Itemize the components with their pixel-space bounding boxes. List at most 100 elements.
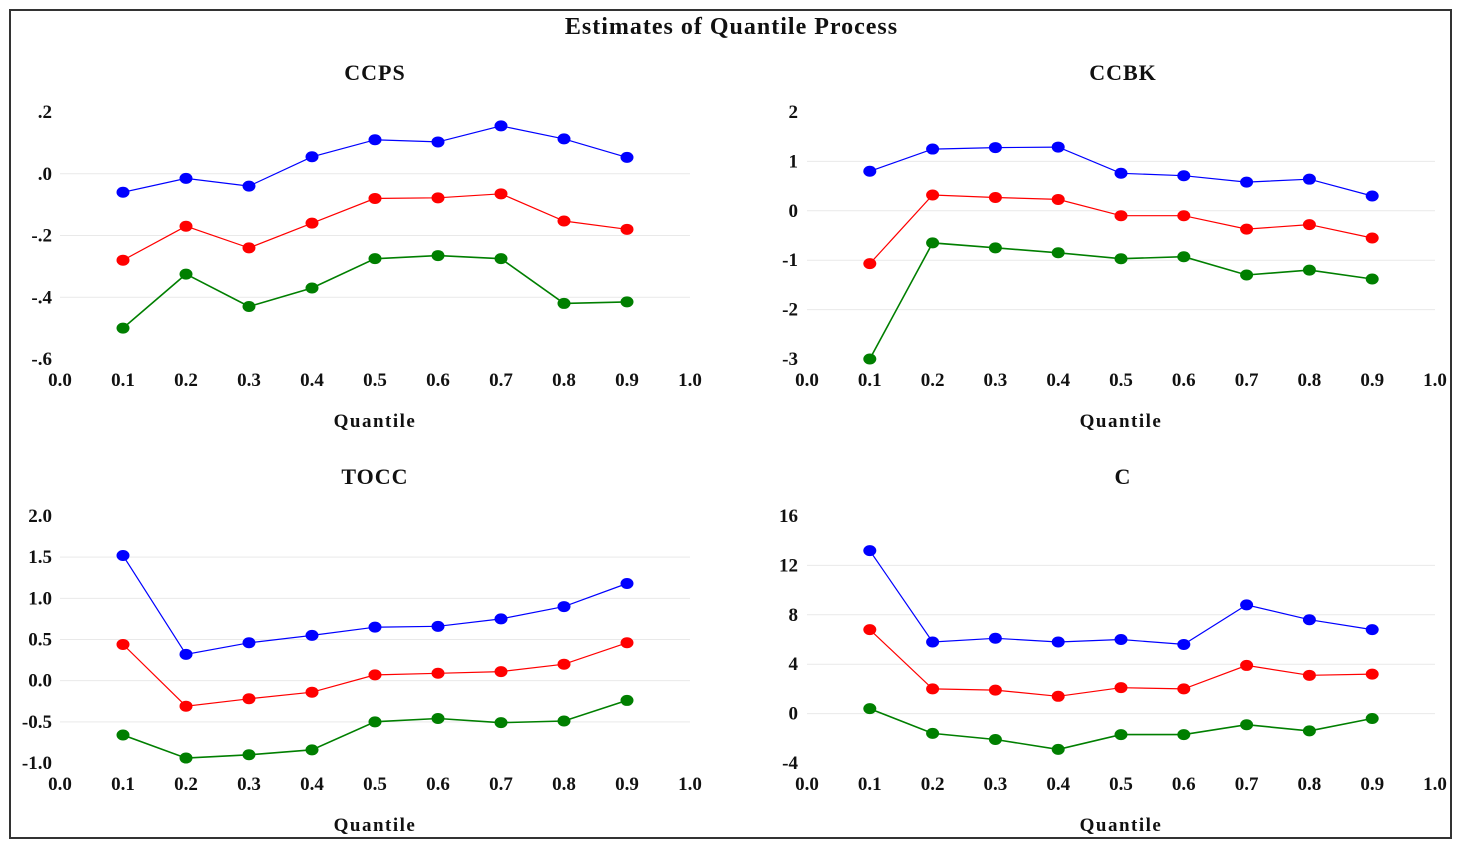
data-point-upper [926, 636, 940, 648]
data-point-lower [305, 744, 319, 756]
y-tick-label: 2 [789, 102, 799, 123]
series-line-upper [869, 550, 1373, 646]
x-tick-label: 0.0 [48, 774, 72, 795]
x-tick-label: 0.7 [1235, 774, 1259, 795]
data-point-upper [1365, 624, 1379, 636]
y-tick-label: 12 [779, 555, 798, 576]
y-tick-label: -1 [782, 250, 798, 271]
data-point-estimate [116, 638, 130, 650]
data-point-upper [557, 601, 571, 613]
x-tick-label: 0.3 [237, 370, 261, 391]
x-tick-label: 0.3 [984, 370, 1008, 391]
data-point-lower [368, 253, 382, 265]
data-point-estimate [242, 693, 256, 705]
chart-title: C [1115, 464, 1132, 489]
data-point-lower [116, 322, 130, 334]
x-tick-label: 0.0 [795, 774, 819, 795]
x-tick-label: 1.0 [678, 370, 702, 391]
x-tick-label: 0.1 [111, 774, 135, 795]
y-tick-label: 2.0 [28, 506, 52, 527]
x-tick-label: 0.5 [1109, 370, 1133, 391]
data-point-estimate [863, 258, 877, 270]
data-point-upper [1240, 176, 1254, 188]
x-tick-label: 1.0 [1423, 370, 1447, 391]
series-line-lower [122, 254, 628, 329]
data-point-estimate [1365, 232, 1379, 244]
data-point-lower [368, 716, 382, 728]
x-tick-label: 0.9 [615, 370, 639, 391]
data-point-lower [988, 734, 1002, 746]
data-point-upper [557, 133, 571, 145]
y-tick-label: -1.0 [22, 753, 52, 774]
data-point-estimate [1177, 210, 1191, 222]
chart-c: C 16 12 8 4 0 -40.0 0.1 0.2 0.3 0.4 0.5 0.6 0.7 0.8 0.9… [779, 464, 1447, 836]
series-line-lower [122, 699, 628, 759]
y-tick-label: 1.5 [28, 547, 52, 568]
chart-title: CCBK [1089, 60, 1157, 85]
data-point-upper [116, 550, 130, 562]
x-tick-label: 0.6 [426, 370, 450, 391]
y-tick-label: 0.5 [28, 630, 52, 651]
data-point-upper [1051, 636, 1065, 648]
data-point-lower [1302, 264, 1316, 276]
data-point-upper [242, 637, 256, 649]
data-point-estimate [1365, 668, 1379, 680]
x-tick-label: 0.5 [363, 370, 387, 391]
x-tick-label: 0.3 [984, 774, 1008, 795]
data-point-lower [1302, 725, 1316, 737]
data-point-upper [1240, 599, 1254, 611]
data-point-upper [305, 629, 319, 641]
data-point-lower [620, 296, 634, 308]
data-point-upper [1114, 167, 1128, 179]
data-point-upper [242, 180, 256, 192]
data-point-upper [431, 136, 445, 148]
y-tick-label: -.4 [31, 287, 52, 308]
data-point-upper [494, 613, 508, 625]
data-point-upper [863, 545, 877, 557]
data-point-upper [179, 172, 193, 184]
data-point-lower [1177, 729, 1191, 741]
data-point-estimate [494, 666, 508, 678]
data-point-lower [557, 297, 571, 309]
x-tick-label: 0.4 [1046, 774, 1070, 795]
data-point-lower [1051, 247, 1065, 259]
x-tick-label: 1.0 [678, 774, 702, 795]
data-point-upper [1114, 634, 1128, 645]
data-point-upper [926, 143, 940, 155]
data-point-estimate [1302, 669, 1316, 681]
data-point-upper [368, 134, 382, 146]
data-point-upper [620, 578, 634, 590]
x-tick-label: 0.7 [489, 370, 513, 391]
data-point-estimate [368, 192, 382, 204]
x-axis-label: Quantile [334, 411, 417, 432]
y-tick-label: -4 [782, 753, 798, 774]
data-point-estimate [1051, 193, 1065, 205]
chart-title: TOCC [341, 464, 408, 489]
data-point-estimate [1051, 690, 1065, 702]
data-point-estimate [1114, 682, 1128, 694]
x-tick-label: 0.8 [1298, 370, 1322, 391]
x-tick-label: 0.8 [552, 370, 576, 391]
data-point-upper [305, 151, 319, 163]
data-point-lower [988, 242, 1002, 254]
x-tick-label: 0.0 [48, 370, 72, 391]
data-point-estimate [926, 189, 940, 201]
data-point-upper [494, 120, 508, 132]
data-point-estimate [368, 669, 382, 681]
data-point-upper [1302, 173, 1316, 185]
y-tick-label: -0.5 [22, 712, 52, 733]
data-point-upper [863, 165, 877, 177]
data-point-estimate [863, 624, 877, 636]
x-tick-label: 0.6 [426, 774, 450, 795]
data-point-lower [1365, 713, 1379, 725]
data-point-estimate [988, 684, 1002, 696]
y-tick-label: 8 [789, 605, 799, 626]
x-tick-label: 0.2 [174, 774, 198, 795]
x-tick-label: 0.4 [300, 774, 324, 795]
data-point-upper [1365, 190, 1379, 202]
data-point-lower [1114, 253, 1128, 265]
y-tick-label: -.6 [31, 349, 52, 370]
y-tick-label: 1.0 [28, 588, 52, 609]
data-point-estimate [494, 188, 508, 200]
